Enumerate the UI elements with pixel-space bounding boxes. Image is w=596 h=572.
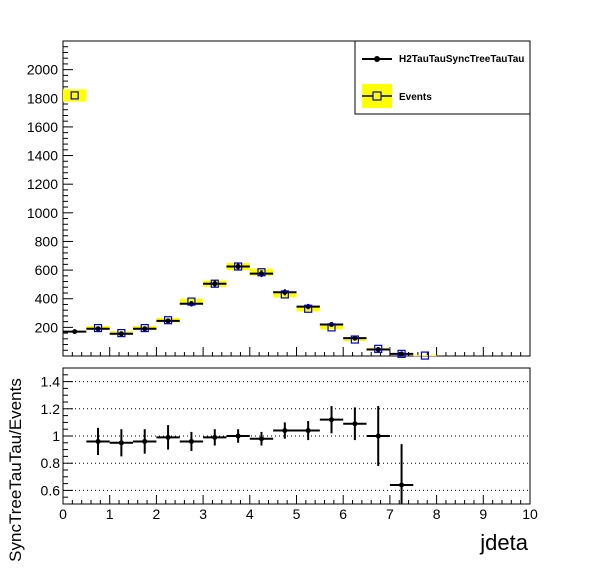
ratio-marker: [118, 440, 124, 446]
events-marker: [327, 323, 336, 332]
events-error-band: [63, 89, 87, 102]
sync-marker: [212, 281, 218, 287]
sync-marker: [258, 271, 264, 277]
ratio-marker: [142, 438, 148, 444]
events-marker: [163, 316, 173, 325]
events-marker: [140, 323, 149, 333]
events-error-band: [413, 355, 437, 357]
ratio-marker: [165, 434, 171, 440]
events-marker: [397, 349, 406, 358]
ratio-marker: [188, 438, 194, 444]
events-marker: [117, 328, 126, 338]
sync-marker: [399, 351, 405, 357]
ratio-marker: [212, 434, 218, 440]
sync-marker: [329, 322, 335, 327]
events-marker: [374, 344, 383, 353]
y-tick-label: 600: [35, 262, 59, 278]
sync-marker: [118, 331, 124, 337]
main-plot-panel: 200 400 600 800 1000 1200 1400 1600 1800 2000: [27, 40, 531, 360]
x-tick-label: 0: [59, 506, 67, 522]
x-tick-label: 7: [386, 506, 394, 522]
x-tick-label: 4: [246, 506, 254, 522]
x-tick-label: 3: [199, 506, 207, 522]
sync-marker: [142, 326, 148, 332]
y-tick-label: 200: [35, 319, 59, 335]
ratio-y-axis-title: SyncTreeTauTau/Events: [6, 378, 25, 562]
x-axis-title: jdeta: [479, 530, 528, 555]
legend-label-events: Events: [399, 92, 432, 103]
y-tick-label: 2000: [27, 62, 58, 78]
events-marker: [350, 335, 359, 344]
ratio-marker: [305, 428, 311, 434]
x-tick-label: 10: [522, 506, 538, 522]
x-tick-label: 1: [106, 506, 114, 522]
events-error-band: [319, 325, 344, 330]
ratio-marker: [95, 438, 101, 444]
events-marker: [280, 290, 289, 299]
ratio-y-tick-label: 1.2: [41, 401, 61, 417]
legend-entry-events: Events: [362, 84, 432, 108]
x-tick-label: 6: [339, 506, 347, 522]
ratio-y-tick-label: 1.4: [41, 374, 61, 390]
y-tick-label: 1200: [27, 176, 58, 192]
sync-marker: [165, 318, 171, 324]
x-tick-label: 8: [433, 506, 441, 522]
events-marker: [420, 351, 430, 360]
events-marker: [304, 304, 313, 313]
x-tick-label: 2: [153, 506, 161, 522]
sync-marker: [235, 264, 241, 270]
events-marker: [93, 323, 103, 333]
legend: H2TauTauSyncTreeTauTau Events: [354, 40, 531, 115]
y-tick-label: 1600: [27, 119, 58, 135]
ratio-plot-panel: 0.6 0.8 1 1.2 1.4 0 1 2 3 4 5 6 7 8 9 10: [41, 367, 538, 522]
ratio-marker: [399, 482, 405, 488]
events-marker: [234, 262, 243, 271]
ratio-y-tick-label: 0.8: [41, 455, 61, 471]
sync-marker: [375, 347, 381, 353]
x-tick-label: 9: [479, 506, 487, 522]
ratio-marker: [282, 428, 288, 434]
y-tick-label: 1000: [27, 205, 58, 221]
x-tick-label: 5: [293, 506, 301, 522]
sync-marker: [95, 326, 101, 332]
ratio-y-tick-label: 0.6: [41, 482, 61, 498]
y-tick-label: 1800: [27, 90, 58, 106]
events-marker: [257, 268, 266, 277]
ratio-y-tick-label: 1: [52, 428, 60, 444]
sync-marker: [352, 335, 358, 341]
y-tick-label: 800: [35, 233, 59, 249]
y-tick-label: 1400: [27, 148, 58, 164]
events-marker: [210, 279, 219, 288]
ratio-marker: [329, 417, 335, 423]
sync-marker: [72, 329, 78, 335]
legend-label-sync: H2TauTauSyncTreeTauTau: [399, 54, 524, 65]
ratio-marker: [352, 421, 358, 427]
events-marker: [187, 297, 196, 306]
events-marker: [70, 91, 79, 100]
ratio-marker: [258, 436, 264, 442]
legend-entry-sync: H2TauTauSyncTreeTauTau: [362, 54, 524, 65]
y-tick-label: 400: [35, 291, 59, 307]
ratio-marker: [375, 433, 381, 439]
ratio-marker: [235, 433, 241, 439]
